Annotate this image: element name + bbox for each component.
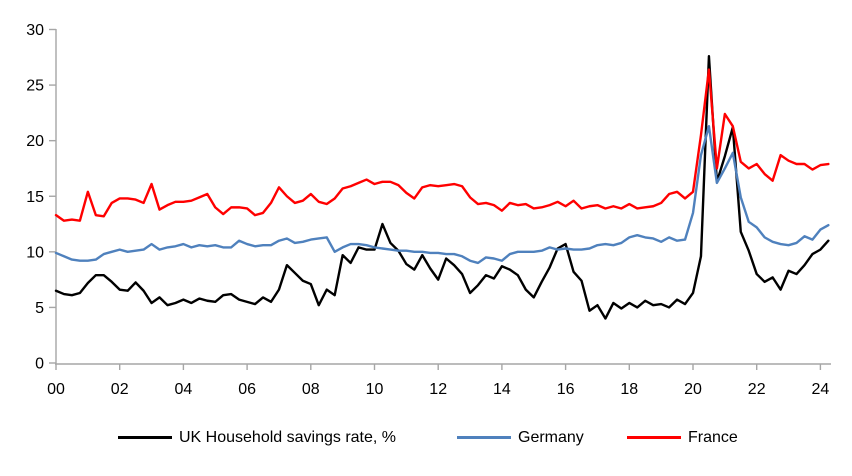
series-line-france	[54, 68, 830, 222]
x-tick-label: 04	[175, 381, 193, 398]
series-line-germany	[54, 125, 830, 265]
legend-item-france: France	[627, 429, 738, 446]
y-tick-label: 25	[26, 78, 44, 95]
x-tick-label: 00	[47, 381, 65, 398]
y-tick-label: 5	[35, 300, 44, 317]
legend-label-france: France	[688, 429, 738, 446]
x-tick-label: 20	[684, 381, 702, 398]
x-tick-label: 12	[429, 381, 447, 398]
uk-line-swatch	[118, 436, 172, 439]
y-tick-label: 10	[26, 244, 44, 261]
series-line-uk-household-savings-rate	[54, 54, 830, 320]
x-tick-label: 22	[748, 381, 766, 398]
x-tick-label: 02	[111, 381, 129, 398]
y-tick-label: 0	[35, 356, 44, 373]
france-line-swatch	[627, 436, 681, 439]
y-tick-label: 30	[26, 22, 44, 39]
legend-label-germany: Germany	[518, 429, 584, 446]
x-tick-label: 14	[493, 381, 511, 398]
x-tick-label: 18	[620, 381, 638, 398]
legend-label-uk: UK Household savings rate, %	[179, 429, 396, 446]
legend-item-germany: Germany	[457, 429, 584, 446]
y-tick-label: 20	[26, 133, 44, 150]
x-tick-label: 24	[812, 381, 830, 398]
x-tick-label: 10	[366, 381, 384, 398]
germany-line-swatch	[457, 436, 511, 439]
x-tick-label: 08	[302, 381, 320, 398]
legend-item-uk: UK Household savings rate, %	[118, 429, 396, 446]
x-tick-label: 16	[557, 381, 575, 398]
x-tick-label: 06	[238, 381, 256, 398]
y-tick-label: 15	[26, 189, 44, 206]
